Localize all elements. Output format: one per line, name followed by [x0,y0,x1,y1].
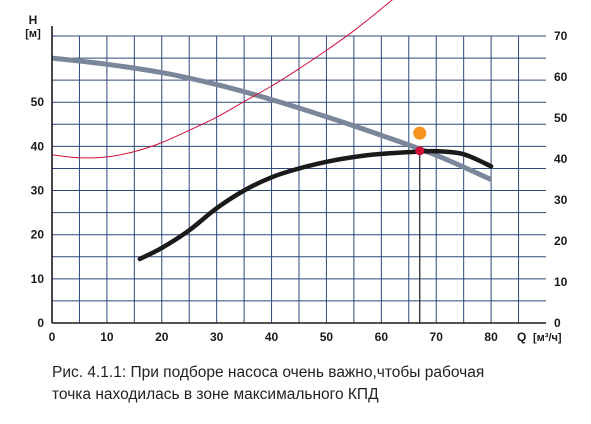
caption-line-1: Рис. 4.1.1: При подборе насоса очень важ… [52,364,485,381]
y-right-tick-label: 60 [554,70,568,84]
caption-line-2: точка находилась в зоне максимального КП… [52,386,379,403]
grid [52,35,546,323]
y-left-tick-label: 40 [31,139,45,153]
y-right-tick-label: 20 [554,234,568,248]
x-axis-label: Q [517,330,526,344]
operating-point [413,126,427,140]
y-right-tick-label: 0 [554,316,561,330]
y-left-tick-label: 10 [31,272,45,286]
pump-curve [137,148,494,262]
x-tick-label: 10 [100,330,114,344]
x-tick-label: 40 [265,330,279,344]
y-axis-label: H [29,13,38,27]
y-right-tick-label: 10 [554,275,568,289]
efficiency-curve [51,0,393,159]
x-tick-label: 30 [210,330,224,344]
y-right-tick-label: 30 [554,193,568,207]
y-left-tick-label: 0 [37,316,44,330]
axes [51,26,546,324]
x-tick-label: 60 [375,330,389,344]
y-right-tick-label: 40 [554,152,568,166]
y-left-tick-label: 30 [31,184,45,198]
x-axis-unit: [м³/ч] [533,332,562,344]
x-tick-label: 80 [484,330,498,344]
x-tick-label: 70 [430,330,444,344]
figure-caption: Рис. 4.1.1: При подборе насоса очень важ… [52,362,582,406]
x-tick-label: 50 [320,330,334,344]
y-axis-unit: [м] [25,28,41,40]
y-right-tick-label: 70 [554,29,568,43]
efficiency-point [415,146,425,156]
x-tick-label: 0 [49,330,56,344]
y-right-tick-label: 50 [554,111,568,125]
x-tick-label: 20 [155,330,169,344]
y-left-tick-label: 50 [31,95,45,109]
points [413,126,427,323]
tick-labels: 0 10 20 30 40 50 60 70 80 0 10 20 30 40 50 0 10 20 30 40 50 6… [25,13,567,344]
y-left-tick-label: 20 [31,228,45,242]
chart: 0 10 20 30 40 50 60 70 80 0 10 20 30 40 50 0 10 20 30 40 50 6… [25,0,568,344]
